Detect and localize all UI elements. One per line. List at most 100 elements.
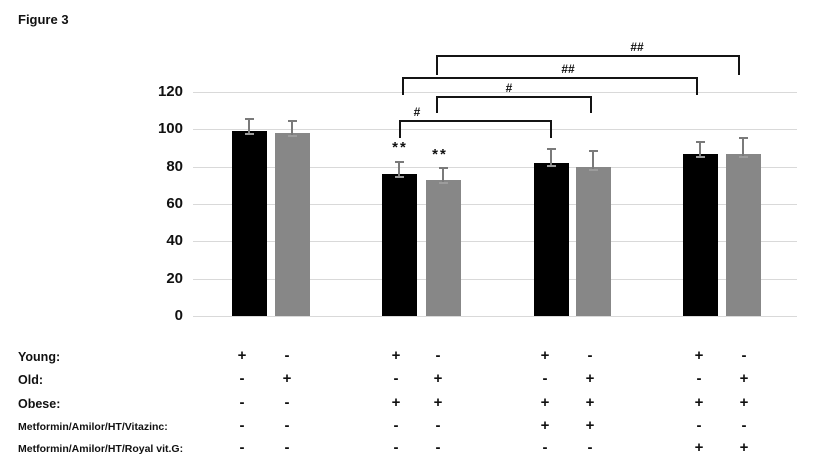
condition-value: + bbox=[694, 439, 704, 456]
condition-value: - bbox=[696, 370, 702, 387]
condition-value: - bbox=[587, 439, 593, 456]
condition-value: - bbox=[239, 370, 245, 387]
y-axis-tick-label: 20 bbox=[166, 269, 183, 287]
condition-value: - bbox=[741, 417, 747, 434]
error-bar bbox=[291, 120, 293, 138]
condition-value: - bbox=[435, 439, 441, 456]
condition-value: - bbox=[741, 347, 747, 364]
error-bar-cap bbox=[287, 120, 297, 122]
condition-row-label: Metformin/Amilor/HT/Vitazinc: bbox=[18, 421, 168, 433]
bar-gray-bars-group4 bbox=[725, 153, 761, 316]
y-axis-tick-label: 120 bbox=[157, 83, 183, 100]
bar-black-bars-group2 bbox=[381, 174, 417, 316]
error-bar-cap bbox=[546, 164, 556, 167]
error-bar bbox=[699, 140, 701, 158]
error-bar-cap bbox=[588, 149, 598, 152]
condition-value: + bbox=[540, 394, 550, 411]
condition-row-label: Obese: bbox=[18, 397, 61, 411]
y-axis-tick-label: 100 bbox=[157, 120, 183, 138]
condition-value: - bbox=[239, 394, 245, 411]
gridline bbox=[193, 166, 797, 168]
error-bar bbox=[398, 161, 400, 179]
condition-value: + bbox=[433, 370, 443, 387]
gridline bbox=[193, 278, 797, 280]
significance-bracket bbox=[399, 120, 552, 138]
condition-value: - bbox=[239, 439, 245, 456]
condition-value: + bbox=[391, 347, 401, 364]
condition-value: + bbox=[739, 370, 749, 387]
condition-value: - bbox=[542, 439, 548, 456]
condition-value: - bbox=[696, 417, 702, 434]
condition-value: + bbox=[237, 347, 247, 364]
error-bar bbox=[442, 166, 444, 184]
error-bar-cap bbox=[588, 168, 598, 171]
gridline bbox=[193, 241, 797, 243]
error-bar-cap bbox=[244, 133, 254, 136]
condition-value: - bbox=[284, 417, 290, 434]
y-axis-tick-label: 0 bbox=[174, 307, 183, 324]
bar-gray-bars-group2 bbox=[425, 179, 461, 316]
y-axis-tick-label: 80 bbox=[166, 157, 183, 175]
error-bar-cap bbox=[695, 140, 705, 143]
condition-value: + bbox=[739, 394, 749, 411]
condition-row-label: Young: bbox=[18, 350, 61, 364]
condition-value: + bbox=[540, 417, 550, 434]
error-bar bbox=[742, 136, 744, 158]
significance-label: ## bbox=[561, 62, 575, 76]
y-axis-tick-label: 60 bbox=[166, 195, 183, 212]
condition-value: - bbox=[393, 370, 399, 387]
gridline bbox=[193, 92, 797, 93]
condition-value: - bbox=[587, 347, 593, 364]
gridline bbox=[193, 129, 797, 131]
condition-value: + bbox=[739, 439, 749, 456]
condition-value: + bbox=[585, 394, 595, 411]
condition-value: - bbox=[393, 439, 399, 456]
bar-gray-bars-group3 bbox=[575, 166, 611, 316]
significance-bracket bbox=[402, 77, 698, 95]
condition-value: + bbox=[585, 417, 595, 434]
condition-value: + bbox=[433, 394, 443, 411]
condition-row-label: Old: bbox=[18, 373, 43, 387]
condition-value: - bbox=[239, 417, 245, 434]
condition-value: + bbox=[282, 370, 292, 387]
error-bar-cap bbox=[438, 181, 448, 184]
error-bar bbox=[592, 149, 594, 171]
condition-value: + bbox=[694, 394, 704, 411]
gridline bbox=[193, 316, 797, 317]
condition-value: - bbox=[435, 417, 441, 434]
condition-value: - bbox=[542, 370, 548, 387]
bar-black-bars-group3 bbox=[533, 162, 569, 316]
condition-row-label: Metformin/Amilor/HT/Royal vit.G: bbox=[18, 443, 184, 455]
condition-value: + bbox=[694, 347, 704, 364]
condition-value: - bbox=[435, 347, 441, 364]
gridline bbox=[193, 204, 797, 205]
condition-value: - bbox=[284, 394, 290, 411]
condition-value: + bbox=[585, 370, 595, 387]
condition-value: - bbox=[393, 417, 399, 434]
error-bar-cap bbox=[394, 176, 404, 179]
significance-bracket bbox=[436, 96, 592, 113]
significance-label: # bbox=[505, 81, 513, 95]
y-axis-tick-label: 40 bbox=[166, 232, 183, 250]
significance-label: ## bbox=[630, 40, 644, 54]
error-bar-cap bbox=[438, 166, 448, 169]
condition-value: - bbox=[284, 439, 290, 456]
error-bar-cap bbox=[244, 118, 254, 121]
significance-bracket bbox=[436, 55, 740, 75]
condition-value: + bbox=[391, 394, 401, 411]
significance-stars: ** bbox=[432, 146, 448, 163]
condition-value: - bbox=[284, 347, 290, 364]
error-bar-cap bbox=[738, 155, 748, 158]
bar-gray-bars-group1 bbox=[274, 133, 310, 316]
error-bar-cap bbox=[394, 161, 404, 164]
bar-black-bars-group4 bbox=[682, 153, 718, 316]
error-bar-cap bbox=[546, 148, 556, 150]
condition-value: + bbox=[540, 347, 550, 364]
error-bar-cap bbox=[738, 136, 748, 139]
error-bar bbox=[248, 118, 250, 136]
error-bar-cap bbox=[695, 155, 705, 158]
error-bar bbox=[550, 148, 552, 167]
figure-label: Figure 3 bbox=[18, 12, 69, 27]
significance-stars: ** bbox=[392, 139, 408, 156]
